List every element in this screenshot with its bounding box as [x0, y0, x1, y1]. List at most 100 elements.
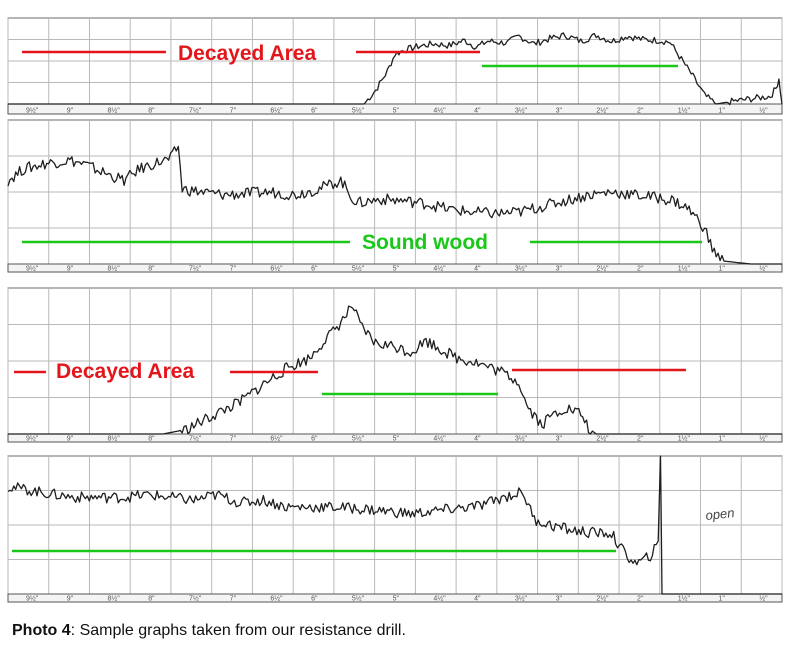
chart-panels: 9½" 9" 8½" 8" 7½" 7" 6½" 6" 5½" 5" 4½" 4" 3½" 3" 2½" 2"…: [7, 17, 783, 603]
x-tick-label: 4½": [433, 435, 446, 443]
x-tick-label: 6": [311, 266, 318, 273]
x-tick-label: 2": [637, 596, 644, 603]
x-tick-label: 5½": [352, 265, 365, 273]
x-tick-label: 3": [556, 266, 563, 273]
x-tick-label: 8": [148, 266, 155, 273]
x-tick-label: 1": [719, 436, 726, 443]
x-tick-label: 3": [556, 108, 563, 115]
x-tick-label: 1": [719, 108, 726, 115]
x-tick-label: 5": [393, 266, 400, 273]
x-tick-label: 4": [474, 596, 481, 603]
x-tick-label: 6": [311, 108, 318, 115]
x-tick-label: 5": [393, 108, 400, 115]
x-tick-label: 9½": [26, 107, 39, 115]
x-tick-label: ½": [759, 435, 768, 443]
x-tick-label: 7": [230, 266, 237, 273]
resistance-trace: [8, 32, 783, 106]
x-tick-label: 2½": [596, 107, 609, 115]
sound-wood-label: Sound wood: [362, 231, 488, 254]
x-tick-label: 1½": [678, 595, 691, 603]
x-tick-label: 9": [67, 596, 74, 603]
decayed-area-label-3: Decayed Area: [56, 360, 194, 383]
x-tick-label: 9": [67, 108, 74, 115]
x-tick-label: 1": [719, 596, 726, 603]
x-tick-label: ½": [759, 265, 768, 273]
chart-panel-2: 9½" 9" 8½" 8" 7½" 7" 6½" 6" 5½" 5" 4½" 4" 3½" 3" 2½" 2"…: [7, 119, 783, 273]
open-handwritten-note: open: [705, 505, 735, 523]
x-tick-label: 8": [148, 596, 155, 603]
axis-strip: [7, 103, 783, 115]
x-tick-label: 2½": [596, 265, 609, 273]
x-tick-label: 3½": [515, 265, 528, 273]
x-tick-label: 4½": [433, 265, 446, 273]
x-tick-label: 2": [637, 436, 644, 443]
x-tick-label: 4": [474, 436, 481, 443]
x-tick-label: 7½": [189, 265, 202, 273]
x-tick-label: 1½": [678, 435, 691, 443]
axis-strip: [7, 263, 783, 273]
x-tick-label: 8½": [107, 595, 120, 603]
x-tick-label: 1½": [678, 107, 691, 115]
x-tick-label: 7": [230, 596, 237, 603]
decayed-area-label-1: Decayed Area: [178, 42, 316, 65]
x-tick-label: 6½": [270, 107, 283, 115]
caption-text: : Sample graphs taken from our resistanc…: [70, 622, 406, 639]
x-tick-label: 2½": [596, 595, 609, 603]
x-tick-label: 6½": [270, 265, 283, 273]
x-tick-label: 5": [393, 436, 400, 443]
x-tick-label: 7": [230, 108, 237, 115]
x-tick-label: 5½": [352, 107, 365, 115]
resistance-trace: [7, 145, 782, 265]
x-tick-label: 6": [311, 436, 318, 443]
x-tick-label: 7": [230, 436, 237, 443]
x-tick-label: 7½": [189, 435, 202, 443]
x-tick-label: 4": [474, 108, 481, 115]
x-tick-label: 7½": [189, 595, 202, 603]
resistance-drill-figure: 9½" 9" 8½" 8" 7½" 7" 6½" 6" 5½" 5" 4½" 4" 3½" 3" 2½" 2"…: [7, 17, 783, 603]
x-tick-label: 3½": [515, 435, 528, 443]
x-tick-label: 4½": [433, 107, 446, 115]
chart-panel-3: 9½" 9" 8½" 8" 7½" 7" 6½" 6" 5½" 5" 4½" 4" 3½" 3" 2½" 2"…: [7, 287, 783, 443]
x-tick-label: 4": [474, 266, 481, 273]
x-tick-label: 3": [556, 436, 563, 443]
x-tick-label: 6": [311, 596, 318, 603]
x-tick-label: 8½": [107, 435, 120, 443]
figure-caption: Photo 4: Sample graphs taken from our re…: [12, 622, 406, 640]
x-tick-label: 8": [148, 108, 155, 115]
panel-frame: [7, 455, 783, 603]
x-tick-label: 9½": [26, 265, 39, 273]
x-tick-label: 2": [637, 266, 644, 273]
x-tick-label: 1": [719, 266, 726, 273]
annotation-layer: Decayed Area Sound wood Decayed Area ope…: [12, 42, 735, 553]
chart-panel-4: 9½" 9" 8½" 8" 7½" 7" 6½" 6" 5½" 5" 4½" 4" 3½" 3" 2½" 2"…: [7, 455, 783, 603]
x-tick-label: 5½": [352, 435, 365, 443]
x-tick-label: 5½": [352, 595, 365, 603]
axis-strip: [7, 433, 783, 443]
resistance-trace: [7, 455, 782, 595]
x-tick-label: 8½": [107, 265, 120, 273]
x-tick-label: 8½": [107, 107, 120, 115]
x-tick-label: ½": [759, 107, 768, 115]
x-tick-label: 3½": [515, 107, 528, 115]
x-tick-label: 7½": [189, 107, 202, 115]
axis-strip: [7, 593, 783, 603]
x-tick-label: 8": [148, 436, 155, 443]
panel-frame: [7, 287, 783, 443]
x-tick-label: 3½": [515, 595, 528, 603]
x-tick-label: 5": [393, 596, 400, 603]
x-tick-label: 9": [67, 436, 74, 443]
x-tick-label: 2": [637, 108, 644, 115]
x-tick-label: 9½": [26, 595, 39, 603]
x-tick-label: 3": [556, 596, 563, 603]
x-tick-label: ½": [759, 595, 768, 603]
caption-label: Photo 4: [12, 622, 71, 639]
x-tick-label: 6½": [270, 435, 283, 443]
x-tick-label: 4½": [433, 595, 446, 603]
x-tick-label: 9½": [26, 435, 39, 443]
resistance-trace: [8, 305, 782, 435]
x-tick-label: 2½": [596, 435, 609, 443]
x-tick-label: 9": [67, 266, 74, 273]
x-tick-label: 6½": [270, 595, 283, 603]
panel-frame: [7, 119, 783, 273]
x-tick-label: 1½": [678, 265, 691, 273]
